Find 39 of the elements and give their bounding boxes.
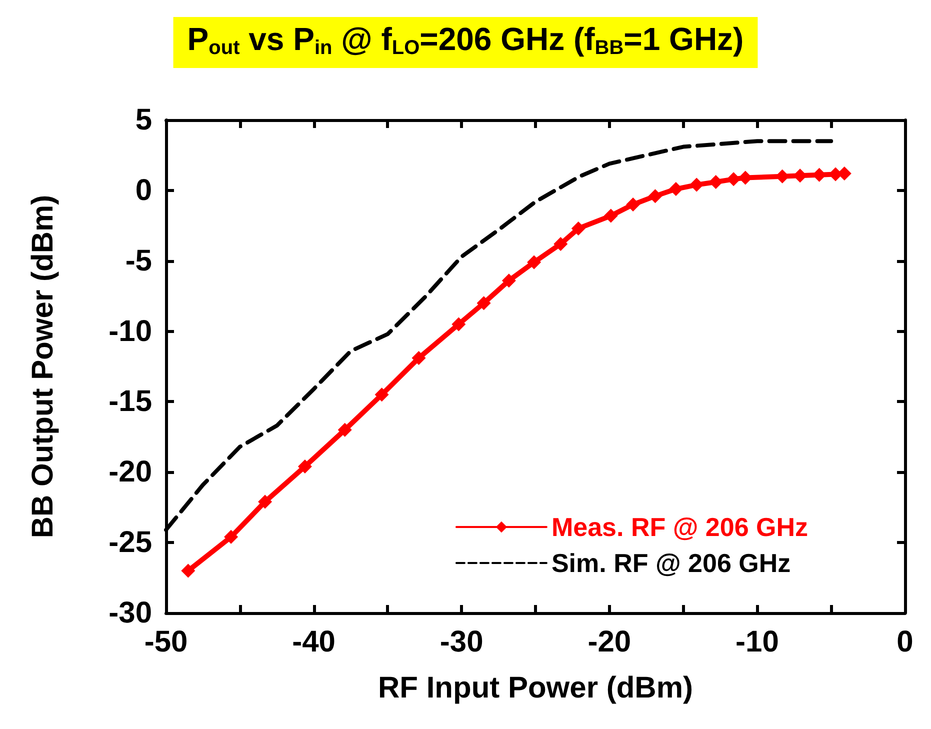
y-tick-label: 5	[135, 104, 152, 136]
y-axis-title: BB Output Power (dBm)	[26, 194, 60, 538]
point	[571, 221, 586, 236]
point	[258, 494, 272, 509]
point	[738, 170, 752, 185]
point	[812, 168, 826, 182]
point	[181, 564, 196, 578]
point	[604, 208, 618, 223]
point	[648, 189, 662, 204]
point	[374, 388, 389, 402]
y-tick-label: -25	[108, 526, 152, 560]
x-tick-label: -30	[440, 626, 484, 658]
x-tick-label: -40	[292, 626, 336, 658]
point	[338, 422, 352, 437]
y-tick-label: -15	[108, 385, 152, 418]
point	[298, 460, 312, 474]
legend-label: Sim. RF @ 206 GHz	[551, 548, 791, 578]
point	[708, 174, 723, 189]
point	[626, 198, 640, 212]
y-tick-label: -10	[108, 314, 152, 348]
point	[554, 236, 568, 251]
point	[224, 530, 238, 544]
point	[668, 182, 683, 196]
point	[726, 172, 741, 186]
y-tick-label: -5	[125, 244, 152, 278]
point	[527, 255, 542, 270]
point	[690, 178, 704, 192]
x-tick-label: -10	[736, 626, 779, 658]
legend-label: Meas. RF @ 206 GHz	[551, 512, 808, 542]
point	[502, 274, 516, 288]
point	[452, 317, 466, 332]
x-tick-label: 0	[896, 626, 914, 658]
x-axis-title: RF Input Power (dBm)	[378, 672, 693, 704]
x-tick-label: -20	[588, 626, 632, 658]
y-tick-label: -20	[108, 456, 152, 489]
point	[476, 296, 491, 310]
y-tick-label: 0	[135, 174, 152, 207]
point	[775, 169, 790, 184]
point	[412, 351, 426, 366]
